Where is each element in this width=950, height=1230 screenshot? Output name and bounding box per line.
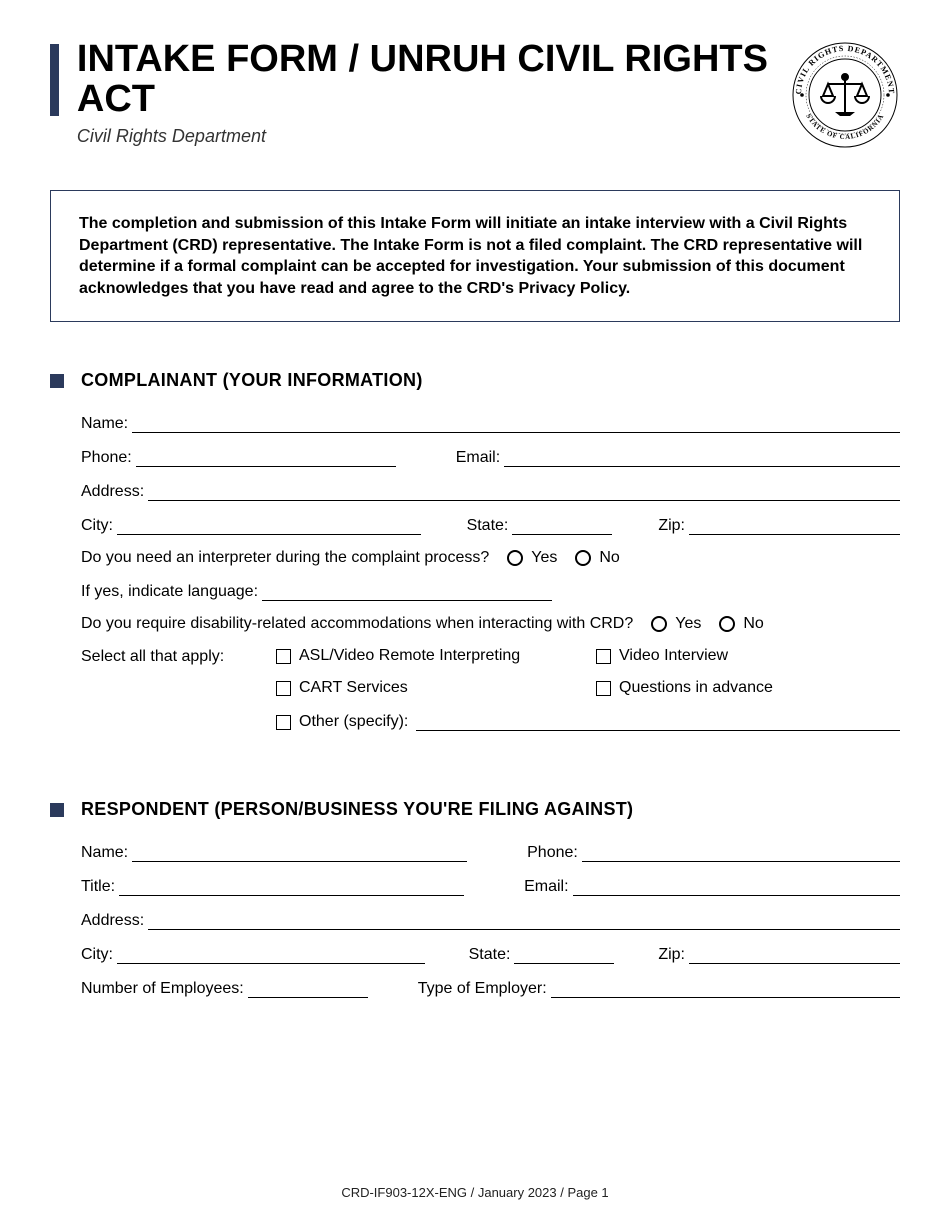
checkbox-icon xyxy=(276,681,291,696)
complainant-city-input[interactable] xyxy=(117,515,421,535)
email-label: Email: xyxy=(456,449,504,467)
respondent-name-input[interactable] xyxy=(132,842,467,862)
radio-icon xyxy=(575,550,591,566)
state-label: State: xyxy=(467,517,513,535)
complainant-zip-input[interactable] xyxy=(689,515,900,535)
accom-yes-option[interactable]: Yes xyxy=(651,615,701,633)
complainant-phone-input[interactable] xyxy=(136,447,396,467)
num-employees-input[interactable] xyxy=(248,978,368,998)
type-employer-label: Type of Employer: xyxy=(418,980,551,998)
name-label: Name: xyxy=(81,415,132,433)
other-specify-input[interactable] xyxy=(416,711,900,731)
page-footer: CRD-IF903-12X-ENG / January 2023 / Page … xyxy=(0,1185,950,1200)
other-label: Other (specify): xyxy=(299,713,408,731)
radio-icon xyxy=(507,550,523,566)
title-accent-bar xyxy=(50,44,59,116)
respondent-city-input[interactable] xyxy=(117,944,425,964)
respondent-state-input[interactable] xyxy=(514,944,614,964)
address-label: Address: xyxy=(81,483,148,501)
complainant-address-input[interactable] xyxy=(148,481,900,501)
num-employees-label: Number of Employees: xyxy=(81,980,248,998)
respondent-address-input[interactable] xyxy=(148,910,900,930)
section-marker-icon xyxy=(50,374,64,388)
cart-label: CART Services xyxy=(299,679,408,697)
asl-label: ASL/Video Remote Interpreting xyxy=(299,647,520,665)
yes-label: Yes xyxy=(675,615,701,633)
phone-label: Phone: xyxy=(81,449,136,467)
checkbox-icon xyxy=(276,715,291,730)
page-header: INTAKE FORM / UNRUH CIVIL RIGHTS ACT Civ… xyxy=(50,40,900,150)
resp-phone-label: Phone: xyxy=(527,844,582,862)
respondent-phone-input[interactable] xyxy=(582,842,900,862)
complainant-section-title: COMPLAINANT (YOUR INFORMATION) xyxy=(81,370,423,391)
cart-checkbox-option[interactable]: CART Services xyxy=(276,679,596,697)
resp-state-label: State: xyxy=(469,946,515,964)
resp-city-label: City: xyxy=(81,946,117,964)
radio-icon xyxy=(719,616,735,632)
notice-box: The completion and submission of this In… xyxy=(50,190,900,322)
respondent-form: Name: Phone: Title: Email: Address: City… xyxy=(50,842,900,998)
form-title: INTAKE FORM / UNRUH CIVIL RIGHTS ACT xyxy=(77,40,770,120)
notice-text: The completion and submission of this In… xyxy=(79,213,871,299)
section-marker-icon xyxy=(50,803,64,817)
respondent-section-head: RESPONDENT (PERSON/BUSINESS YOU'RE FILIN… xyxy=(50,799,900,820)
interpreter-question: Do you need an interpreter during the co… xyxy=(81,549,489,567)
respondent-title-input[interactable] xyxy=(119,876,464,896)
respondent-email-input[interactable] xyxy=(573,876,900,896)
complainant-state-input[interactable] xyxy=(512,515,612,535)
title-block: INTAKE FORM / UNRUH CIVIL RIGHTS ACT Civ… xyxy=(50,40,770,147)
complainant-email-input[interactable] xyxy=(504,447,900,467)
resp-name-label: Name: xyxy=(81,844,132,862)
interpreter-yes-option[interactable]: Yes xyxy=(507,549,557,567)
complainant-section-head: COMPLAINANT (YOUR INFORMATION) xyxy=(50,370,900,391)
language-input[interactable] xyxy=(262,581,552,601)
language-label: If yes, indicate language: xyxy=(81,583,262,601)
accommodation-question: Do you require disability-related accomm… xyxy=(81,615,633,633)
checkbox-icon xyxy=(596,681,611,696)
complainant-form: Name: Phone: Email: Address: City: State… xyxy=(50,413,900,731)
resp-title-label: Title: xyxy=(81,878,119,896)
asl-checkbox-option[interactable]: ASL/Video Remote Interpreting xyxy=(276,647,596,665)
department-subtitle: Civil Rights Department xyxy=(77,126,770,147)
video-checkbox-option[interactable]: Video Interview xyxy=(596,647,900,665)
video-label: Video Interview xyxy=(619,647,728,665)
complainant-name-input[interactable] xyxy=(132,413,900,433)
checkbox-icon xyxy=(596,649,611,664)
other-checkbox-option[interactable]: Other (specify): xyxy=(276,713,408,731)
radio-icon xyxy=(651,616,667,632)
respondent-section-title: RESPONDENT (PERSON/BUSINESS YOU'RE FILIN… xyxy=(81,799,633,820)
questions-checkbox-option[interactable]: Questions in advance xyxy=(596,679,900,697)
respondent-zip-input[interactable] xyxy=(689,944,900,964)
city-label: City: xyxy=(81,517,117,535)
questions-label: Questions in advance xyxy=(619,679,773,697)
type-employer-input[interactable] xyxy=(551,978,900,998)
no-label: No xyxy=(599,549,619,567)
resp-email-label: Email: xyxy=(524,878,572,896)
interpreter-no-option[interactable]: No xyxy=(575,549,619,567)
state-seal-icon: CIVIL RIGHTS DEPARTMENT STATE OF CALIFOR… xyxy=(790,40,900,150)
checkbox-icon xyxy=(276,649,291,664)
resp-address-label: Address: xyxy=(81,912,148,930)
select-all-label: Select all that apply: xyxy=(81,647,276,666)
title-text-group: INTAKE FORM / UNRUH CIVIL RIGHTS ACT Civ… xyxy=(77,40,770,147)
zip-label: Zip: xyxy=(658,517,689,535)
accom-no-option[interactable]: No xyxy=(719,615,763,633)
resp-zip-label: Zip: xyxy=(658,946,689,964)
no-label: No xyxy=(743,615,763,633)
yes-label: Yes xyxy=(531,549,557,567)
